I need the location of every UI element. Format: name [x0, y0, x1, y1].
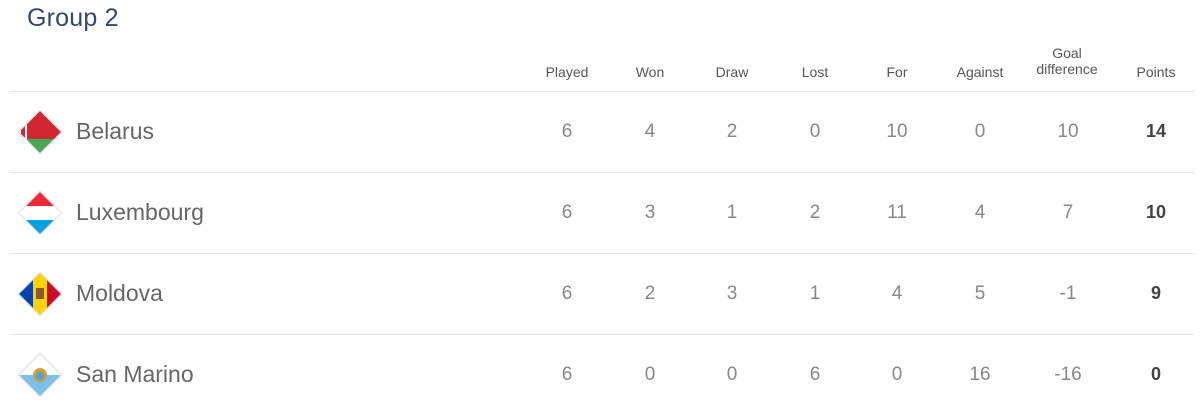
- table-row: Belarus 6 4 2 0 10 0 10 14: [0, 91, 1200, 172]
- cell-goal-difference: -16: [1054, 364, 1082, 385]
- col-won: Won: [635, 64, 665, 80]
- cell-for: 10: [886, 121, 908, 142]
- col-gd-line1: Goal: [1052, 45, 1082, 61]
- cell-points: 14: [1145, 121, 1167, 141]
- cell-goal-difference: 10: [1057, 121, 1079, 142]
- team-name[interactable]: Belarus: [76, 118, 154, 144]
- cell-draw: 0: [726, 364, 738, 385]
- cell-played: 6: [561, 283, 573, 304]
- moldova-flag-icon: [18, 272, 62, 316]
- cell-draw: 3: [726, 283, 738, 304]
- cell-for: 0: [891, 364, 903, 385]
- cell-points: 0: [1150, 364, 1161, 384]
- divider: [10, 172, 1195, 173]
- cell-lost: 0: [809, 121, 821, 142]
- cell-points: 10: [1145, 202, 1167, 222]
- col-for: For: [886, 64, 908, 80]
- cell-lost: 6: [809, 364, 821, 385]
- cell-played: 6: [561, 121, 573, 142]
- cell-against: 16: [969, 364, 991, 385]
- col-against: Against: [956, 64, 1004, 80]
- cell-won: 0: [644, 364, 656, 385]
- divider: [10, 91, 1195, 92]
- divider: [10, 253, 1195, 254]
- cell-goal-difference: 7: [1062, 202, 1074, 223]
- cell-won: 3: [644, 202, 656, 223]
- divider: [10, 334, 1195, 335]
- col-goal-difference: Goal difference: [1022, 45, 1112, 77]
- group-title: Group 2: [27, 4, 119, 32]
- cell-played: 6: [561, 202, 573, 223]
- cell-lost: 1: [809, 283, 821, 304]
- cell-draw: 2: [726, 121, 738, 142]
- cell-won: 4: [644, 121, 656, 142]
- cell-points: 9: [1150, 283, 1161, 303]
- team-name[interactable]: Luxembourg: [76, 199, 204, 225]
- table-header: Played Won Draw Lost For Against Goal dif…: [0, 0, 1200, 91]
- cell-won: 2: [644, 283, 656, 304]
- luxembourg-flag-icon: [18, 191, 62, 235]
- cell-lost: 2: [809, 202, 821, 223]
- cell-against: 4: [974, 202, 986, 223]
- cell-played: 6: [561, 364, 573, 385]
- cell-against: 0: [974, 121, 986, 142]
- table-row: Luxembourg 6 3 1 2 11 4 7 10: [0, 172, 1200, 253]
- col-gd-line2: difference: [1036, 61, 1098, 77]
- cell-for: 4: [891, 283, 903, 304]
- team-name[interactable]: Moldova: [76, 280, 163, 306]
- team-name[interactable]: San Marino: [76, 361, 194, 387]
- col-played: Played: [545, 64, 589, 80]
- san-marino-flag-icon: [18, 353, 62, 397]
- cell-goal-difference: -1: [1059, 283, 1077, 304]
- col-lost: Lost: [801, 64, 829, 80]
- cell-against: 5: [974, 283, 986, 304]
- table-row: Moldova 6 2 3 1 4 5 -1 9: [0, 253, 1200, 334]
- table-row: San Marino 6 0 0 6 0 16 -16 0: [0, 334, 1200, 415]
- col-points: Points: [1136, 64, 1176, 80]
- belarus-flag-icon: [18, 110, 62, 154]
- cell-for: 11: [887, 202, 907, 223]
- cell-draw: 1: [726, 202, 738, 223]
- col-draw: Draw: [715, 64, 749, 80]
